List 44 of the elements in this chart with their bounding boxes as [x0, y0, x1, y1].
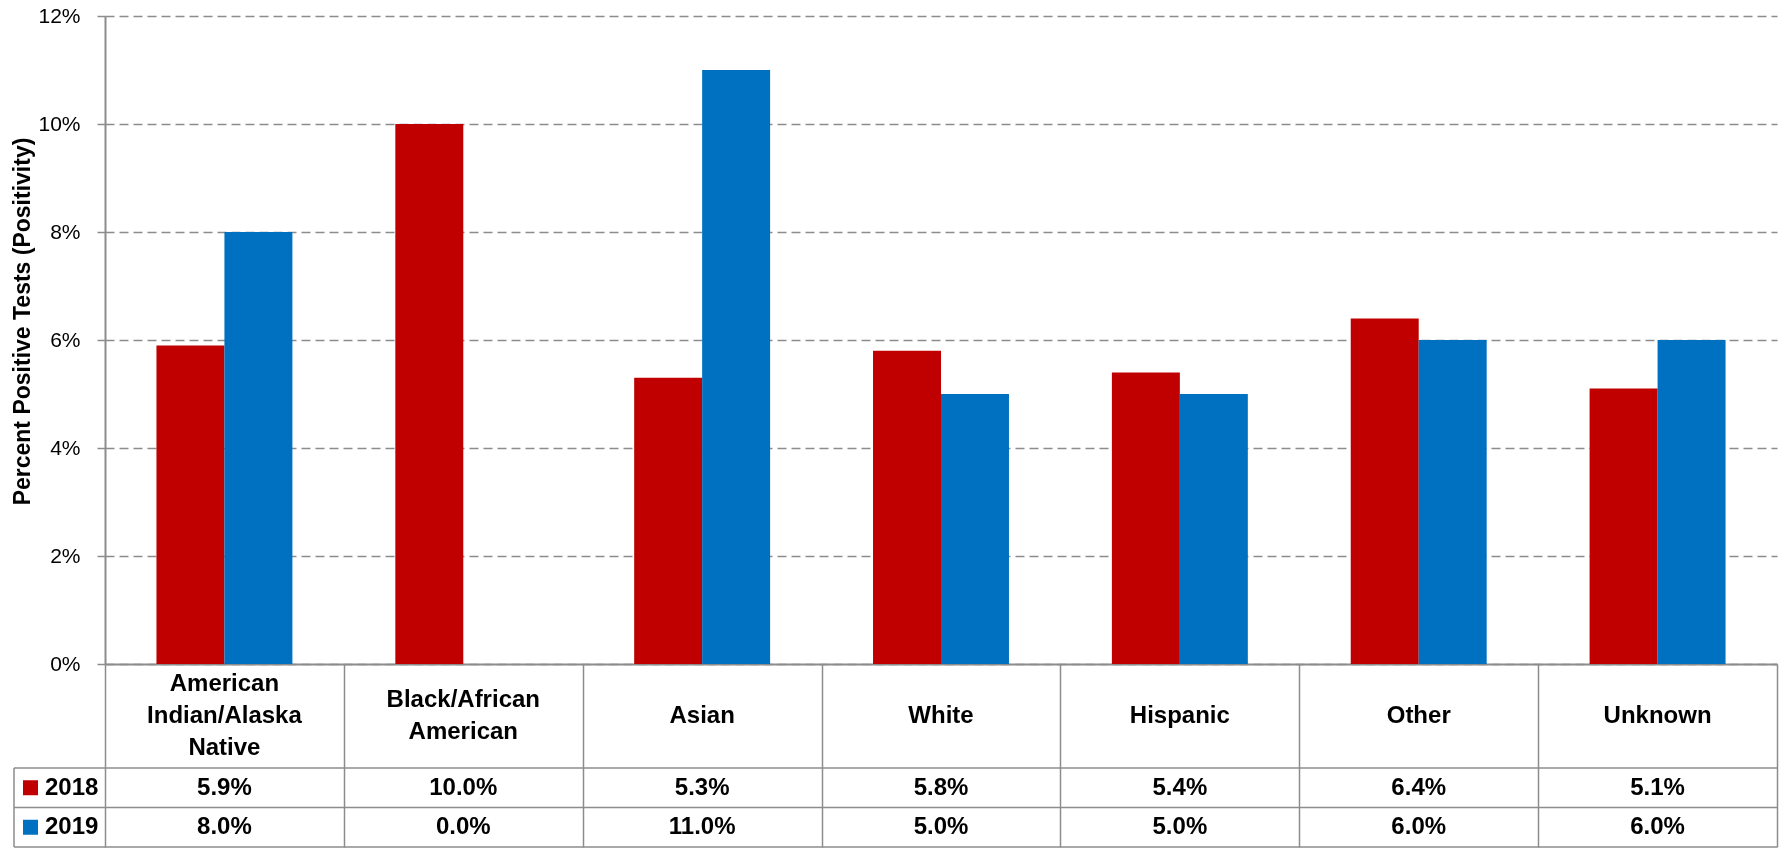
bar [224, 232, 293, 664]
y-tick-label: 6% [50, 327, 81, 351]
bar [1657, 340, 1726, 664]
data-label: 6.0% [1630, 812, 1685, 840]
data-label: 6.0% [1391, 812, 1447, 840]
x-tick-label: Hispanic [1129, 701, 1230, 728]
bar [156, 345, 225, 664]
legend-label: 2018 [45, 772, 99, 800]
y-tick-label: 8% [50, 219, 81, 243]
data-label: 5.9% [197, 772, 252, 800]
x-tick-label: Asian [669, 701, 735, 728]
data-label: 11.0% [668, 812, 736, 840]
bar [873, 350, 941, 664]
bar [1179, 394, 1248, 664]
y-tick-label: 2% [50, 543, 81, 567]
x-tick-label: Black/African American [386, 685, 540, 744]
bar [941, 394, 1009, 664]
data-label: 5.8% [913, 772, 969, 800]
data-label: 5.3% [674, 772, 730, 800]
bar [1418, 340, 1487, 664]
data-label: 8.0% [197, 812, 252, 840]
y-tick-label: 10% [38, 111, 81, 135]
bar [634, 377, 703, 664]
data-label: 0.0% [435, 812, 491, 840]
data-label: 5.1% [1630, 772, 1685, 800]
data-label: 5.0% [1152, 812, 1208, 840]
bar [702, 70, 771, 664]
x-tick-label: Unknown [1603, 701, 1712, 728]
bar [1589, 388, 1658, 664]
data-label: 5.0% [913, 812, 969, 840]
data-label: 10.0% [429, 772, 498, 800]
legend-label: 2019 [45, 812, 99, 840]
bar [1350, 318, 1419, 664]
x-tick-label: Other [1386, 701, 1451, 728]
bar [395, 124, 464, 664]
bar [1111, 372, 1180, 664]
y-tick-label: 0% [50, 651, 81, 675]
y-tick-label: 4% [50, 435, 81, 459]
x-tick-label: American Indian/Alaska Native [147, 669, 303, 760]
y-axis-title: Percent Positive Tests (Positivity) [8, 137, 35, 506]
data-label: 6.4% [1391, 772, 1447, 800]
data-label: 5.4% [1152, 772, 1208, 800]
x-tick-label: White [908, 701, 974, 728]
y-tick-label: 12% [38, 3, 81, 27]
